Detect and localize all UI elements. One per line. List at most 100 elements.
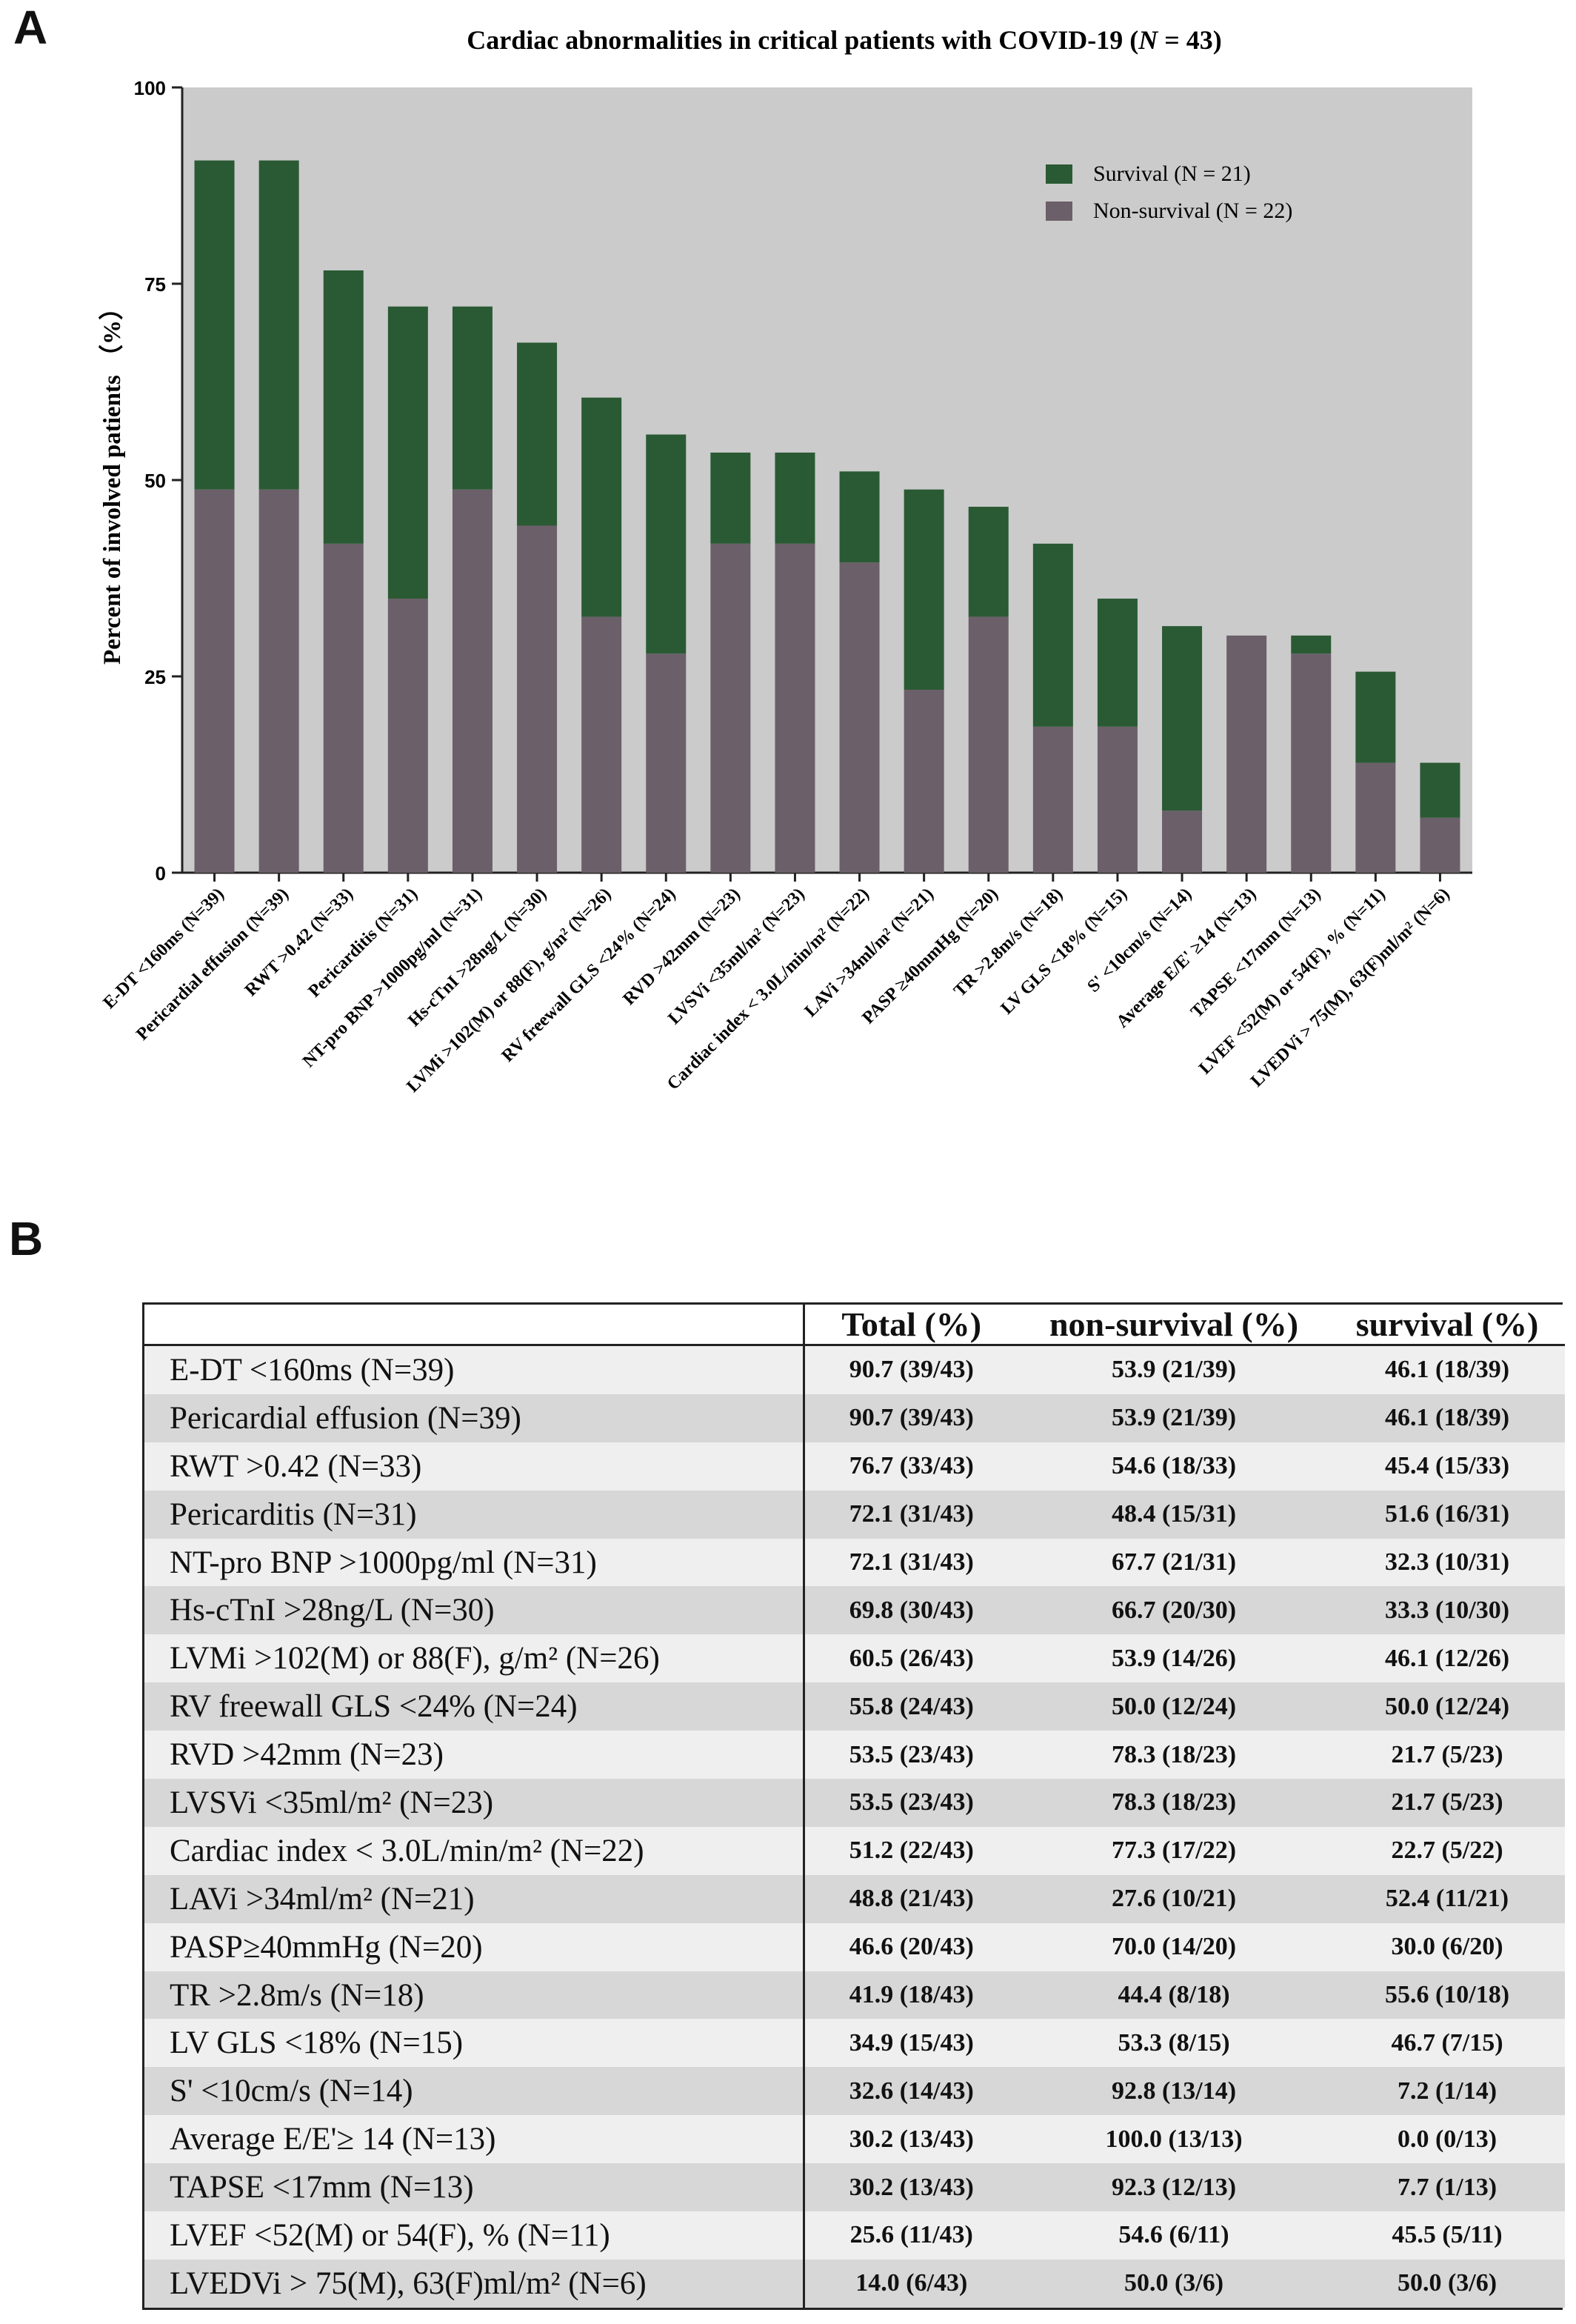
table-row: RVD >42mm (N=23) 53.5 (23/43) 78.3 (18/23)… <box>144 1731 1565 1779</box>
table-header-total: Total (%) <box>804 1305 1018 1346</box>
row-survival: 7.2 (1/14) <box>1329 2067 1565 2116</box>
table-row: LVMi >102(M) or 88(F), g/m² (N=26) 60.5 (… <box>144 1634 1565 1683</box>
x-tick-label: RWT >0.42 (N=33) <box>241 885 357 1000</box>
row-survival: 46.1 (18/39) <box>1329 1345 1565 1394</box>
row-non-survival: 100.0 (13/13) <box>1018 2115 1329 2164</box>
table-row: Hs-cTnI >28ng/L (N=30) 69.8 (30/43) 66.7 (… <box>144 1586 1565 1635</box>
bar-segment-non-survival <box>839 562 880 873</box>
row-survival: 30.0 (6/20) <box>1329 1922 1565 1971</box>
bar-segment-survival <box>194 160 235 490</box>
row-non-survival: 66.7 (20/30) <box>1018 1586 1329 1635</box>
x-tick-label: LAVi >34ml/m² (N=21) <box>801 885 938 1021</box>
table-row: TR >2.8m/s (N=18) 41.9 (18/43) 44.4 (8/18)… <box>144 1971 1565 2020</box>
bar-segment-survival <box>323 270 364 544</box>
legend-label-survival: Survival (N = 21) <box>1093 162 1251 186</box>
bar-segment-non-survival <box>581 616 622 873</box>
row-survival: 46.1 (12/26) <box>1329 1634 1565 1683</box>
row-survival: 33.3 (10/30) <box>1329 1586 1565 1635</box>
row-survival: 21.7 (5/23) <box>1329 1731 1565 1779</box>
row-survival: 0.0 (0/13) <box>1329 2115 1565 2164</box>
row-non-survival: 44.4 (8/18) <box>1018 1971 1329 2020</box>
row-total: 72.1 (31/43) <box>804 1490 1018 1539</box>
legend-swatch-non-survival <box>1046 202 1072 221</box>
row-survival: 45.4 (15/33) <box>1329 1442 1565 1491</box>
row-label: Pericardial effusion (N=39) <box>144 1394 805 1442</box>
y-tick-label: 25 <box>144 666 166 688</box>
row-survival: 22.7 (5/22) <box>1329 1826 1565 1875</box>
y-tick-label: 100 <box>134 77 166 99</box>
bar-segment-survival <box>452 306 492 490</box>
row-total: 55.8 (24/43) <box>804 1682 1018 1731</box>
bar-segment-non-survival <box>1420 817 1460 873</box>
table-row: S' <10cm/s (N=14) 32.6 (14/43) 92.8 (13/14… <box>144 2067 1565 2116</box>
bar-segment-survival <box>1097 599 1138 727</box>
row-survival: 51.6 (16/31) <box>1329 1490 1565 1539</box>
row-label: RWT >0.42 (N=33) <box>144 1442 805 1491</box>
bar-segment-survival <box>517 342 558 526</box>
row-total: 30.2 (13/43) <box>804 2163 1018 2212</box>
y-tick-label: 50 <box>144 470 166 492</box>
row-total: 32.6 (14/43) <box>804 2067 1018 2116</box>
row-non-survival: 53.3 (8/15) <box>1018 2019 1329 2068</box>
bar-segment-non-survival <box>1226 635 1267 873</box>
bar-segment-survival <box>387 306 428 599</box>
row-total: 48.8 (21/43) <box>804 1874 1018 1923</box>
row-label: RV freewall GLS <24% (N=24) <box>144 1682 805 1731</box>
row-label: NT-pro BNP >1000pg/ml (N=31) <box>144 1538 805 1587</box>
table-row: LVEDVi > 75(M), 63(F)ml/m² (N=6) 14.0 (6/… <box>144 2259 1565 2308</box>
row-non-survival: 50.0 (12/24) <box>1018 1682 1329 1731</box>
row-label: LVMi >102(M) or 88(F), g/m² (N=26) <box>144 1634 805 1683</box>
row-survival: 52.4 (11/21) <box>1329 1874 1565 1923</box>
row-survival: 50.0 (12/24) <box>1329 1682 1565 1731</box>
bar-segment-non-survival <box>1291 653 1332 873</box>
bar-segment-survival <box>1162 626 1203 811</box>
row-total: 34.9 (15/43) <box>804 2019 1018 2068</box>
row-label: LAVi >34ml/m² (N=21) <box>144 1874 805 1923</box>
row-survival: 32.3 (10/31) <box>1329 1538 1565 1587</box>
row-non-survival: 92.3 (12/13) <box>1018 2163 1329 2212</box>
row-total: 72.1 (31/43) <box>804 1538 1018 1587</box>
row-non-survival: 70.0 (14/20) <box>1018 1922 1329 1971</box>
bar-segment-survival <box>1355 671 1396 763</box>
row-total: 76.7 (33/43) <box>804 1442 1018 1491</box>
x-tick-label: TR >2.8m/s (N=18) <box>950 885 1066 1001</box>
bar-segment-non-survival <box>1032 726 1073 873</box>
row-non-survival: 92.8 (13/14) <box>1018 2067 1329 2116</box>
y-axis-label: Percent of involved patients （%） <box>98 296 126 665</box>
table-header-survival: survival (%) <box>1329 1305 1565 1346</box>
bar-segment-non-survival <box>517 525 558 873</box>
row-non-survival: 54.6 (6/11) <box>1018 2211 1329 2260</box>
row-label: LVEDVi > 75(M), 63(F)ml/m² (N=6) <box>144 2259 805 2308</box>
table-row: RV freewall GLS <24% (N=24) 55.8 (24/43) 5… <box>144 1682 1565 1731</box>
row-total: 90.7 (39/43) <box>804 1394 1018 1442</box>
row-total: 53.5 (23/43) <box>804 1779 1018 1827</box>
bar-segment-non-survival <box>323 543 364 873</box>
table-row: Pericardial effusion (N=39) 90.7 (39/43) 5… <box>144 1394 1565 1442</box>
row-total: 90.7 (39/43) <box>804 1345 1018 1394</box>
row-label: Average E/E'≥ 14 (N=13) <box>144 2115 805 2164</box>
panel-label-b: B <box>9 1212 44 1265</box>
row-non-survival: 48.4 (15/31) <box>1018 1490 1329 1539</box>
bar-segment-survival <box>775 452 815 544</box>
legend-label-non-survival: Non-survival (N = 22) <box>1093 199 1292 223</box>
row-non-survival: 53.9 (21/39) <box>1018 1345 1329 1394</box>
bar-segment-survival <box>904 489 944 690</box>
row-label: Hs-cTnI >28ng/L (N=30) <box>144 1586 805 1635</box>
bar-segment-non-survival <box>646 653 687 873</box>
x-tick-label: E-DT <160ms (N=39) <box>100 885 228 1013</box>
bar-segment-survival <box>968 507 1009 617</box>
row-survival: 21.7 (5/23) <box>1329 1779 1565 1827</box>
bar-segment-survival <box>839 471 880 563</box>
bar-segment-non-survival <box>1097 726 1138 873</box>
row-survival: 46.7 (7/15) <box>1329 2019 1565 2068</box>
row-non-survival: 50.0 (3/6) <box>1018 2259 1329 2308</box>
bar-segment-survival <box>1032 543 1073 727</box>
row-label: LV GLS <18% (N=15) <box>144 2019 805 2068</box>
row-label: RVD >42mm (N=23) <box>144 1731 805 1779</box>
bar-segment-survival <box>710 452 751 544</box>
table-header-non-survival: non-survival (%) <box>1018 1305 1329 1346</box>
row-total: 14.0 (6/43) <box>804 2259 1018 2308</box>
row-non-survival: 53.9 (21/39) <box>1018 1394 1329 1442</box>
bar-segment-survival <box>646 434 687 654</box>
row-total: 51.2 (22/43) <box>804 1826 1018 1875</box>
